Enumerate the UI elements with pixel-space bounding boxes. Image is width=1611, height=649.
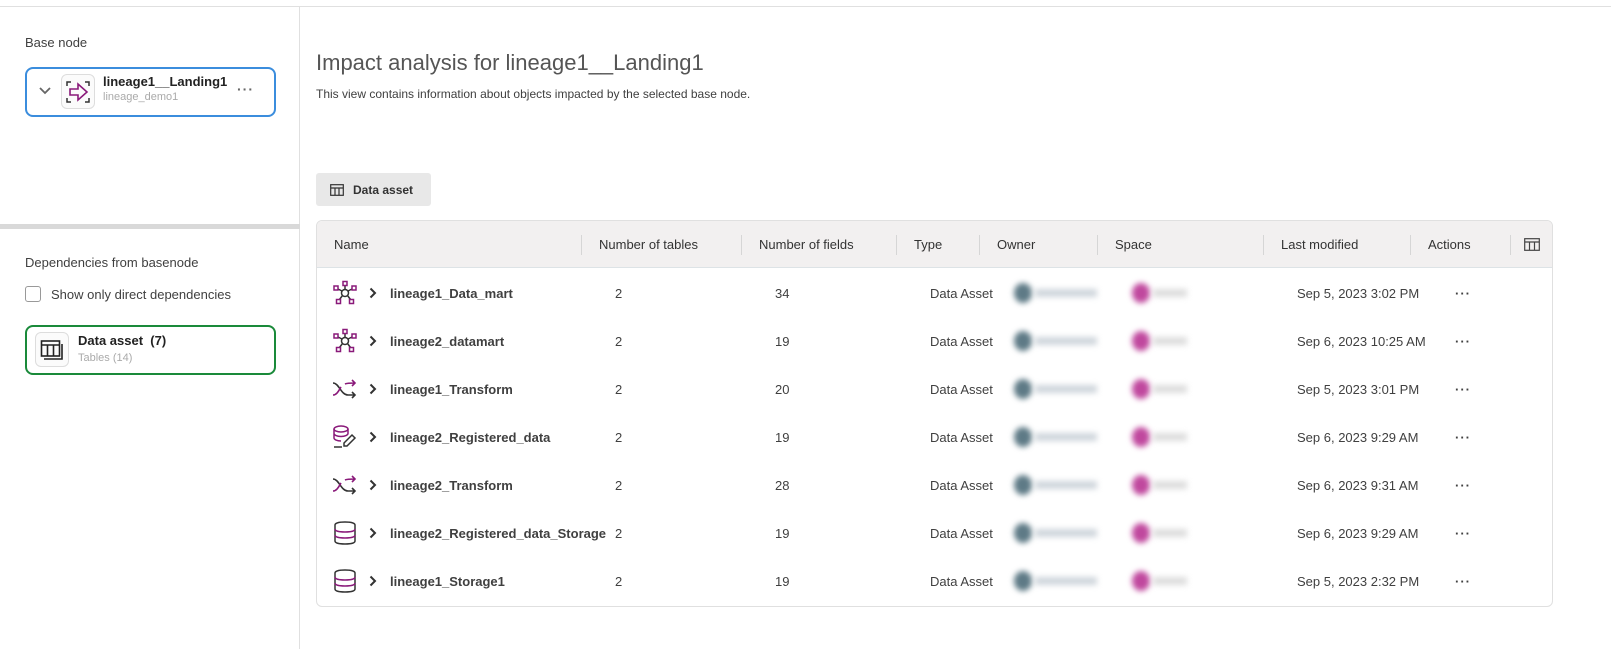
column-header-number-of-tables[interactable]: Number of tables (581, 221, 698, 268)
row-last-modified: Sep 6, 2023 9:31 AM (1297, 477, 1419, 493)
column-selector-button[interactable] (1510, 221, 1540, 268)
row-actions-icon[interactable]: ··· (1455, 285, 1471, 301)
table-row[interactable]: lineage2_Registered_data 2 19 Data Asset… (317, 413, 1552, 461)
column-header-number-of-fields[interactable]: Number of fields (741, 221, 854, 268)
left-panel: Base node lineage1__Landing1 lineage_dem… (0, 7, 300, 649)
columns-icon (1524, 238, 1540, 251)
row-actions-icon[interactable]: ··· (1455, 477, 1471, 493)
row-type: Data Asset (930, 333, 993, 349)
row-type: Data Asset (930, 381, 993, 397)
row-type: Data Asset (930, 525, 993, 541)
column-header-owner[interactable]: Owner (978, 221, 1035, 268)
row-tables: 2 (615, 477, 623, 493)
base-node-subtitle: lineage_demo1 (103, 91, 179, 103)
row-tables: 2 (615, 573, 623, 589)
tab-label: Data asset (353, 182, 414, 197)
row-last-modified: Sep 5, 2023 2:32 PM (1297, 573, 1420, 589)
row-type: Data Asset (930, 429, 993, 445)
row-actions-icon[interactable]: ··· (1455, 381, 1471, 397)
row-name[interactable]: lineage2_Transform (390, 477, 513, 493)
column-header-last-modified[interactable]: Last modified (1262, 221, 1358, 268)
page-title: Impact analysis for lineage1__Landing1 (316, 50, 704, 75)
column-header-actions[interactable]: Actions (1410, 221, 1471, 268)
base-node-label: Base node (25, 35, 88, 50)
transform-icon (332, 365, 358, 413)
row-fields: 19 (775, 525, 790, 541)
row-name[interactable]: lineage2_Registered_data_Storage (390, 525, 607, 541)
expand-chevron-icon[interactable] (368, 461, 378, 509)
direct-dependencies-checkbox[interactable] (25, 286, 41, 302)
row-actions-icon[interactable]: ··· (1455, 333, 1471, 349)
row-fields: 28 (775, 477, 790, 493)
row-type: Data Asset (930, 477, 993, 493)
dependency-count: (7) (150, 333, 167, 348)
dependency-title: Data asset (78, 333, 144, 348)
column-header-space[interactable]: Space (1097, 221, 1152, 268)
row-tables: 2 (615, 333, 623, 349)
row-last-modified: Sep 6, 2023 9:29 AM (1297, 429, 1419, 445)
expand-chevron-icon[interactable] (368, 317, 378, 365)
row-fields: 34 (775, 285, 790, 301)
row-name[interactable]: lineage1_Transform (390, 381, 513, 397)
panel-divider[interactable] (0, 224, 300, 229)
table-row[interactable]: lineage1_Storage1 2 19 Data Asset Sep 5,… (317, 557, 1552, 605)
row-name[interactable]: lineage2_datamart (390, 333, 505, 349)
tab-data-asset[interactable]: Data asset (316, 173, 431, 206)
row-name[interactable]: lineage2_Registered_data (390, 429, 551, 445)
column-header-name[interactable]: Name (334, 237, 369, 252)
table-row[interactable]: lineage2_Transform 2 28 Data Asset Sep 6… (317, 461, 1552, 509)
storage-icon (332, 557, 358, 605)
row-last-modified: Sep 6, 2023 10:25 AM (1297, 333, 1426, 349)
chevron-down-icon[interactable] (37, 82, 53, 98)
expand-chevron-icon[interactable] (368, 365, 378, 413)
landing-arrow-icon (61, 74, 95, 109)
table-icon (35, 332, 69, 367)
base-node-title: lineage1__Landing1 (103, 74, 228, 89)
row-name[interactable]: lineage1_Storage1 (390, 573, 505, 589)
row-tables: 2 (615, 285, 623, 301)
page-subtitle: This view contains information about obj… (316, 87, 751, 101)
registered-data-icon (332, 413, 358, 461)
table-row[interactable]: lineage2_Registered_data_Storage 2 19 Da… (317, 509, 1552, 557)
expand-chevron-icon[interactable] (368, 557, 378, 605)
row-fields: 19 (775, 429, 790, 445)
storage-icon (332, 509, 358, 557)
direct-dependencies-label[interactable]: Show only direct dependencies (51, 287, 231, 302)
dependency-data-asset-card[interactable]: Data asset (7) Tables (14) (25, 325, 276, 375)
row-name[interactable]: lineage1_Data_mart (390, 285, 513, 301)
row-fields: 20 (775, 381, 790, 397)
row-last-modified: Sep 5, 2023 3:01 PM (1297, 381, 1420, 397)
row-last-modified: Sep 6, 2023 9:29 AM (1297, 525, 1419, 541)
row-type: Data Asset (930, 573, 993, 589)
row-fields: 19 (775, 573, 790, 589)
more-options-icon[interactable]: ··· (237, 81, 254, 97)
top-divider (0, 6, 1611, 7)
row-actions-icon[interactable]: ··· (1455, 525, 1471, 541)
expand-chevron-icon[interactable] (368, 269, 378, 317)
row-last-modified: Sep 5, 2023 3:02 PM (1297, 285, 1420, 301)
row-tables: 2 (615, 381, 623, 397)
data-mart-icon (332, 317, 358, 365)
table-header: Name Number of tables Number of fields Type… (317, 221, 1552, 268)
table-row[interactable]: lineage1_Data_mart 2 34 Data Asset Sep 5… (317, 269, 1552, 317)
expand-chevron-icon[interactable] (368, 509, 378, 557)
column-header-type[interactable]: Type (895, 221, 942, 268)
row-tables: 2 (615, 525, 623, 541)
row-type: Data Asset (930, 285, 993, 301)
row-fields: 19 (775, 333, 790, 349)
row-actions-icon[interactable]: ··· (1455, 429, 1471, 445)
table-row[interactable]: lineage2_datamart 2 19 Data Asset Sep 6,… (317, 317, 1552, 365)
table-row[interactable]: lineage1_Transform 2 20 Data Asset Sep 5… (317, 365, 1552, 413)
base-node-card[interactable]: lineage1__Landing1 lineage_demo1 ··· (25, 67, 276, 117)
table-icon (330, 183, 344, 196)
row-tables: 2 (615, 429, 623, 445)
data-mart-icon (332, 269, 358, 317)
dependencies-label: Dependencies from basenode (25, 255, 199, 270)
impact-table: Name Number of tables Number of fields Type… (316, 220, 1553, 607)
row-actions-icon[interactable]: ··· (1455, 573, 1471, 589)
transform-icon (332, 461, 358, 509)
dependency-subtitle: Tables (14) (78, 352, 133, 364)
expand-chevron-icon[interactable] (368, 413, 378, 461)
